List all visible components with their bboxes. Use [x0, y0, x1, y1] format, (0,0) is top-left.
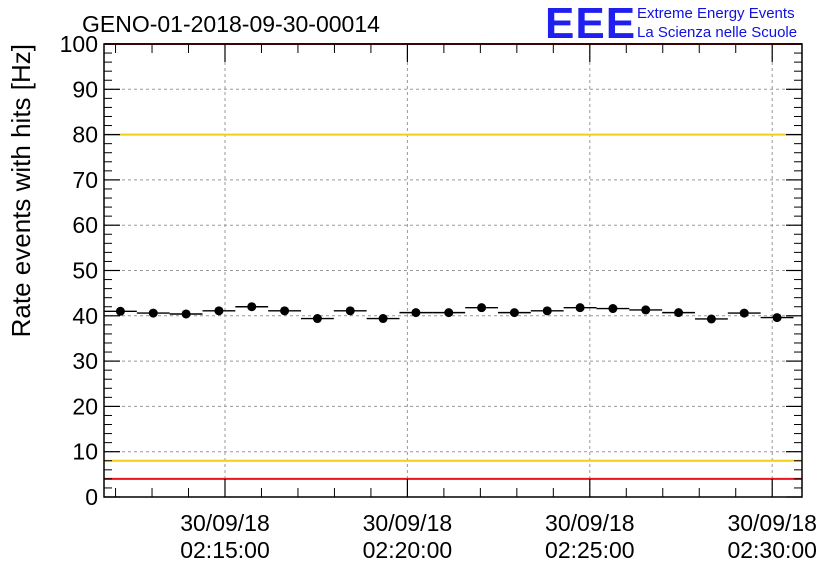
x-tick-date-label: 30/09/18 — [363, 510, 453, 536]
x-tick-date-label: 30/09/18 — [180, 510, 270, 536]
eee-logo: EEE — [545, 0, 637, 48]
x-tick-time-label: 02:30:00 — [727, 537, 817, 563]
data-point — [772, 313, 782, 323]
y-tick-label: 60 — [72, 212, 98, 238]
data-point — [411, 308, 421, 318]
data-point — [542, 306, 552, 316]
data-point — [608, 304, 618, 314]
x-axis: 30/09/1802:15:0030/09/1802:20:0030/09/18… — [115, 44, 817, 563]
data-point — [509, 308, 519, 318]
data-point — [477, 303, 487, 313]
data-point — [345, 306, 355, 316]
data-point — [739, 308, 749, 318]
data-point — [247, 302, 257, 312]
data-point — [378, 314, 388, 324]
x-tick-time-label: 02:15:00 — [180, 537, 270, 563]
y-tick-label: 80 — [72, 122, 98, 148]
y-axis-label: Rate events with hits [Hz] — [6, 44, 36, 337]
data-point — [674, 308, 684, 318]
y-tick-label: 10 — [72, 439, 98, 465]
data-point — [706, 314, 716, 324]
data-point — [312, 314, 322, 324]
x-tick-date-label: 30/09/18 — [727, 510, 817, 536]
y-tick-label: 40 — [72, 303, 98, 329]
y-tick-label: 90 — [72, 76, 98, 102]
data-point — [181, 309, 191, 319]
y-tick-label: 20 — [72, 393, 98, 419]
logo-caption: Extreme Energy Events La Scienza nelle S… — [637, 4, 797, 42]
y-tick-label: 100 — [60, 31, 98, 57]
y-tick-label: 70 — [72, 167, 98, 193]
y-axis: 0 10 20 30 40 50 60 70 80 90 100 — [60, 31, 802, 510]
x-tick-time-label: 02:20:00 — [363, 537, 453, 563]
chart-title: GENO-01-2018-09-30-00014 — [82, 11, 380, 37]
data-point — [444, 308, 454, 318]
data-point — [115, 306, 125, 316]
logo-line-1: Extreme Energy Events — [637, 5, 795, 22]
data-point — [280, 306, 290, 316]
x-tick-time-label: 02:25:00 — [545, 537, 635, 563]
y-tick-label: 50 — [72, 258, 98, 284]
y-tick-label: 0 — [85, 484, 98, 510]
data-points — [104, 302, 794, 324]
data-point — [214, 306, 224, 316]
y-tick-label: 30 — [72, 348, 98, 374]
data-point — [575, 303, 585, 313]
logo-line-2: La Scienza nelle Scuole — [637, 24, 798, 41]
data-point — [641, 305, 651, 315]
x-tick-date-label: 30/09/18 — [545, 510, 635, 536]
data-point — [148, 308, 158, 318]
